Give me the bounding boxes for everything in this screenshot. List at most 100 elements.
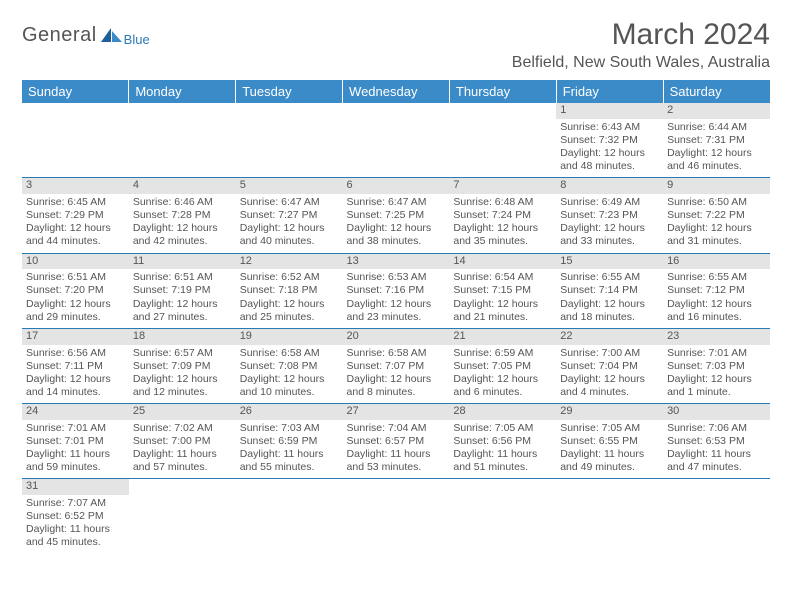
daylight-text: Daylight: 12 hours and 23 minutes. (347, 298, 446, 324)
daylight-text: Daylight: 12 hours and 6 minutes. (453, 373, 552, 399)
sunset-text: Sunset: 7:11 PM (26, 360, 125, 373)
daylight-text: Daylight: 12 hours and 42 minutes. (133, 222, 232, 248)
day-number: 27 (343, 404, 450, 420)
calendar-cell: 13Sunrise: 6:53 AMSunset: 7:16 PMDayligh… (343, 253, 450, 328)
day-number: 16 (663, 254, 770, 270)
sunrise-text: Sunrise: 7:01 AM (26, 422, 125, 435)
sunset-text: Sunset: 6:55 PM (560, 435, 659, 448)
sunrise-text: Sunrise: 6:48 AM (453, 196, 552, 209)
sunrise-text: Sunrise: 7:05 AM (560, 422, 659, 435)
day-number: 25 (129, 404, 236, 420)
sunrise-text: Sunrise: 6:44 AM (667, 121, 766, 134)
sunset-text: Sunset: 7:23 PM (560, 209, 659, 222)
day-header: Thursday (449, 80, 556, 103)
sunrise-text: Sunrise: 6:50 AM (667, 196, 766, 209)
calendar-cell (663, 479, 770, 554)
calendar-cell: 8Sunrise: 6:49 AMSunset: 7:23 PMDaylight… (556, 178, 663, 253)
calendar-row: 3Sunrise: 6:45 AMSunset: 7:29 PMDaylight… (22, 178, 770, 253)
calendar-cell: 3Sunrise: 6:45 AMSunset: 7:29 PMDaylight… (22, 178, 129, 253)
calendar-cell: 15Sunrise: 6:55 AMSunset: 7:14 PMDayligh… (556, 253, 663, 328)
sunset-text: Sunset: 7:18 PM (240, 284, 339, 297)
sunrise-text: Sunrise: 7:00 AM (560, 347, 659, 360)
day-number: 6 (343, 178, 450, 194)
sunset-text: Sunset: 6:59 PM (240, 435, 339, 448)
day-number: 1 (556, 103, 663, 119)
sunrise-text: Sunrise: 6:47 AM (240, 196, 339, 209)
daylight-text: Daylight: 12 hours and 14 minutes. (26, 373, 125, 399)
daylight-text: Daylight: 12 hours and 21 minutes. (453, 298, 552, 324)
calendar-cell: 23Sunrise: 7:01 AMSunset: 7:03 PMDayligh… (663, 328, 770, 403)
calendar-cell: 22Sunrise: 7:00 AMSunset: 7:04 PMDayligh… (556, 328, 663, 403)
daylight-text: Daylight: 12 hours and 33 minutes. (560, 222, 659, 248)
sunset-text: Sunset: 7:27 PM (240, 209, 339, 222)
sunrise-text: Sunrise: 6:46 AM (133, 196, 232, 209)
day-header: Friday (556, 80, 663, 103)
sunset-text: Sunset: 7:20 PM (26, 284, 125, 297)
day-number: 28 (449, 404, 556, 420)
daylight-text: Daylight: 11 hours and 51 minutes. (453, 448, 552, 474)
sunset-text: Sunset: 7:32 PM (560, 134, 659, 147)
sunset-text: Sunset: 7:01 PM (26, 435, 125, 448)
calendar-cell (236, 479, 343, 554)
sunrise-text: Sunrise: 6:49 AM (560, 196, 659, 209)
sunset-text: Sunset: 6:53 PM (667, 435, 766, 448)
calendar-row: 10Sunrise: 6:51 AMSunset: 7:20 PMDayligh… (22, 253, 770, 328)
day-number: 13 (343, 254, 450, 270)
calendar-cell: 7 Sunrise: 6:48 AMSunset: 7:24 PMDaylight… (449, 178, 556, 253)
sunrise-text: Sunrise: 7:02 AM (133, 422, 232, 435)
calendar-cell: 9Sunrise: 6:50 AMSunset: 7:22 PMDaylight… (663, 178, 770, 253)
sunrise-text: Sunrise: 6:57 AM (133, 347, 232, 360)
calendar-cell: 17Sunrise: 6:56 AMSunset: 7:11 PMDayligh… (22, 328, 129, 403)
calendar-cell: 16Sunrise: 6:55 AMSunset: 7:12 PMDayligh… (663, 253, 770, 328)
logo: General Blue (22, 24, 150, 47)
day-header-row: Sunday Monday Tuesday Wednesday Thursday… (22, 80, 770, 103)
sunrise-text: Sunrise: 6:59 AM (453, 347, 552, 360)
calendar-cell: 28Sunrise: 7:05 AMSunset: 6:56 PMDayligh… (449, 404, 556, 479)
sunset-text: Sunset: 7:08 PM (240, 360, 339, 373)
sunset-text: Sunset: 6:52 PM (26, 510, 125, 523)
calendar-cell: 12Sunrise: 6:52 AMSunset: 7:18 PMDayligh… (236, 253, 343, 328)
daylight-text: Daylight: 12 hours and 8 minutes. (347, 373, 446, 399)
calendar-row: 1Sunrise: 6:43 AMSunset: 7:32 PMDaylight… (22, 103, 770, 178)
calendar-cell: 21Sunrise: 6:59 AMSunset: 7:05 PMDayligh… (449, 328, 556, 403)
daylight-text: Daylight: 11 hours and 47 minutes. (667, 448, 766, 474)
day-number: 3 (22, 178, 129, 194)
day-number: 14 (449, 254, 556, 270)
daylight-text: Daylight: 12 hours and 10 minutes. (240, 373, 339, 399)
daylight-text: Daylight: 11 hours and 45 minutes. (26, 523, 125, 549)
day-header: Saturday (663, 80, 770, 103)
sunset-text: Sunset: 7:24 PM (453, 209, 552, 222)
sunset-text: Sunset: 7:16 PM (347, 284, 446, 297)
calendar-cell: 25Sunrise: 7:02 AMSunset: 7:00 PMDayligh… (129, 404, 236, 479)
sunset-text: Sunset: 7:29 PM (26, 209, 125, 222)
calendar-cell: 6Sunrise: 6:47 AMSunset: 7:25 PMDaylight… (343, 178, 450, 253)
day-number: 15 (556, 254, 663, 270)
calendar-cell: 18Sunrise: 6:57 AMSunset: 7:09 PMDayligh… (129, 328, 236, 403)
sunset-text: Sunset: 7:14 PM (560, 284, 659, 297)
sunrise-text: Sunrise: 6:53 AM (347, 271, 446, 284)
logo-subtext: Blue (124, 32, 150, 47)
sunrise-text: Sunrise: 6:58 AM (240, 347, 339, 360)
daylight-text: Daylight: 12 hours and 29 minutes. (26, 298, 125, 324)
day-number: 19 (236, 329, 343, 345)
calendar-cell: 2Sunrise: 6:44 AMSunset: 7:31 PMDaylight… (663, 103, 770, 178)
daylight-text: Daylight: 12 hours and 25 minutes. (240, 298, 339, 324)
sunrise-text: Sunrise: 6:58 AM (347, 347, 446, 360)
sunset-text: Sunset: 7:00 PM (133, 435, 232, 448)
day-number: 31 (22, 479, 129, 495)
day-number: 7 (449, 178, 556, 194)
daylight-text: Daylight: 12 hours and 16 minutes. (667, 298, 766, 324)
calendar-cell (449, 103, 556, 178)
calendar-cell (343, 479, 450, 554)
sunrise-text: Sunrise: 6:51 AM (133, 271, 232, 284)
daylight-text: Daylight: 11 hours and 59 minutes. (26, 448, 125, 474)
sunrise-text: Sunrise: 6:52 AM (240, 271, 339, 284)
daylight-text: Daylight: 12 hours and 35 minutes. (453, 222, 552, 248)
day-number: 10 (22, 254, 129, 270)
sunset-text: Sunset: 7:04 PM (560, 360, 659, 373)
day-header: Tuesday (236, 80, 343, 103)
daylight-text: Daylight: 12 hours and 4 minutes. (560, 373, 659, 399)
calendar-table: Sunday Monday Tuesday Wednesday Thursday… (22, 80, 770, 554)
daylight-text: Daylight: 12 hours and 44 minutes. (26, 222, 125, 248)
daylight-text: Daylight: 11 hours and 49 minutes. (560, 448, 659, 474)
